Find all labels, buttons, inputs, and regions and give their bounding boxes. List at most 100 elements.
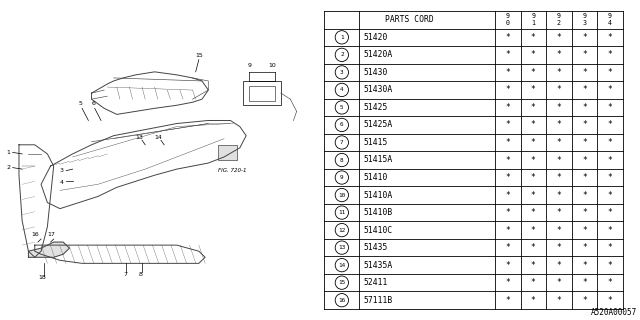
Text: *: * — [531, 103, 536, 112]
Text: 51415A: 51415A — [363, 156, 392, 164]
Text: *: * — [506, 261, 510, 270]
Text: 51425A: 51425A — [363, 120, 392, 130]
Text: *: * — [506, 226, 510, 235]
Text: *: * — [607, 190, 612, 200]
Text: *: * — [531, 33, 536, 42]
Text: 3: 3 — [340, 70, 344, 75]
Text: 8: 8 — [139, 271, 143, 276]
Text: *: * — [582, 138, 587, 147]
Text: *: * — [556, 85, 561, 94]
Text: *: * — [531, 278, 536, 287]
Text: 12: 12 — [338, 228, 346, 233]
Text: 51410C: 51410C — [363, 226, 392, 235]
Text: *: * — [556, 173, 561, 182]
Text: 14: 14 — [338, 263, 346, 268]
Text: *: * — [607, 120, 612, 130]
Text: *: * — [607, 156, 612, 164]
Text: A520A00057: A520A00057 — [591, 308, 637, 317]
Text: *: * — [531, 296, 536, 305]
Text: 4: 4 — [340, 87, 344, 92]
Text: 51420A: 51420A — [363, 50, 392, 59]
Text: 10: 10 — [268, 63, 276, 68]
Text: 9: 9 — [340, 175, 344, 180]
Text: 9
2: 9 2 — [557, 13, 561, 26]
Text: 51425: 51425 — [363, 103, 387, 112]
Text: PARTS CORD: PARTS CORD — [385, 15, 434, 24]
Text: 17: 17 — [47, 232, 55, 237]
Text: *: * — [607, 208, 612, 217]
Text: *: * — [582, 173, 587, 182]
Text: *: * — [582, 68, 587, 77]
Text: *: * — [506, 173, 510, 182]
Text: *: * — [556, 208, 561, 217]
Text: *: * — [506, 103, 510, 112]
Text: *: * — [607, 50, 612, 59]
Text: *: * — [582, 261, 587, 270]
Text: *: * — [531, 190, 536, 200]
Text: 4: 4 — [60, 180, 64, 185]
Text: 6: 6 — [340, 123, 344, 127]
Text: 15: 15 — [195, 52, 203, 58]
Text: 7: 7 — [340, 140, 344, 145]
Text: *: * — [607, 33, 612, 42]
Text: 16: 16 — [338, 298, 346, 303]
Text: *: * — [582, 50, 587, 59]
Text: *: * — [506, 208, 510, 217]
Text: 9
4: 9 4 — [608, 13, 612, 26]
Bar — [218, 145, 237, 160]
Bar — [243, 81, 281, 105]
Text: *: * — [556, 226, 561, 235]
Text: *: * — [582, 103, 587, 112]
Text: *: * — [607, 296, 612, 305]
Text: *: * — [607, 68, 612, 77]
Text: 10: 10 — [338, 193, 346, 197]
Text: 1: 1 — [6, 150, 10, 155]
Text: 14: 14 — [155, 135, 163, 140]
Text: *: * — [582, 296, 587, 305]
Text: *: * — [531, 50, 536, 59]
Text: *: * — [607, 173, 612, 182]
Text: 7: 7 — [123, 271, 127, 276]
Text: *: * — [531, 138, 536, 147]
Text: *: * — [582, 156, 587, 164]
Text: *: * — [582, 190, 587, 200]
Text: 51435A: 51435A — [363, 261, 392, 270]
Text: *: * — [556, 103, 561, 112]
Text: *: * — [531, 226, 536, 235]
Text: 13: 13 — [136, 135, 143, 140]
Text: *: * — [582, 85, 587, 94]
Text: 51435: 51435 — [363, 243, 387, 252]
Text: *: * — [556, 50, 561, 59]
Text: *: * — [607, 261, 612, 270]
Text: 11: 11 — [338, 210, 346, 215]
Text: FIG. 720-1: FIG. 720-1 — [218, 168, 246, 173]
Text: 51430A: 51430A — [363, 85, 392, 94]
Text: *: * — [556, 243, 561, 252]
Text: *: * — [607, 278, 612, 287]
Text: 13: 13 — [338, 245, 346, 250]
Text: *: * — [506, 50, 510, 59]
Text: *: * — [607, 103, 612, 112]
Text: *: * — [531, 173, 536, 182]
Text: *: * — [506, 138, 510, 147]
Text: *: * — [607, 226, 612, 235]
Text: 9
0: 9 0 — [506, 13, 509, 26]
Text: *: * — [556, 261, 561, 270]
Text: *: * — [531, 261, 536, 270]
Text: *: * — [556, 138, 561, 147]
Text: 6: 6 — [92, 101, 95, 106]
Text: 51430: 51430 — [363, 68, 387, 77]
Bar — [250, 85, 275, 101]
Text: 1: 1 — [340, 35, 344, 40]
Text: *: * — [556, 68, 561, 77]
Text: *: * — [582, 120, 587, 130]
Text: *: * — [506, 68, 510, 77]
Text: *: * — [556, 278, 561, 287]
Text: *: * — [556, 33, 561, 42]
Text: *: * — [531, 243, 536, 252]
Text: 9: 9 — [248, 63, 252, 68]
Text: 57111B: 57111B — [363, 296, 392, 305]
Text: *: * — [506, 85, 510, 94]
Text: *: * — [582, 208, 587, 217]
Text: *: * — [582, 278, 587, 287]
